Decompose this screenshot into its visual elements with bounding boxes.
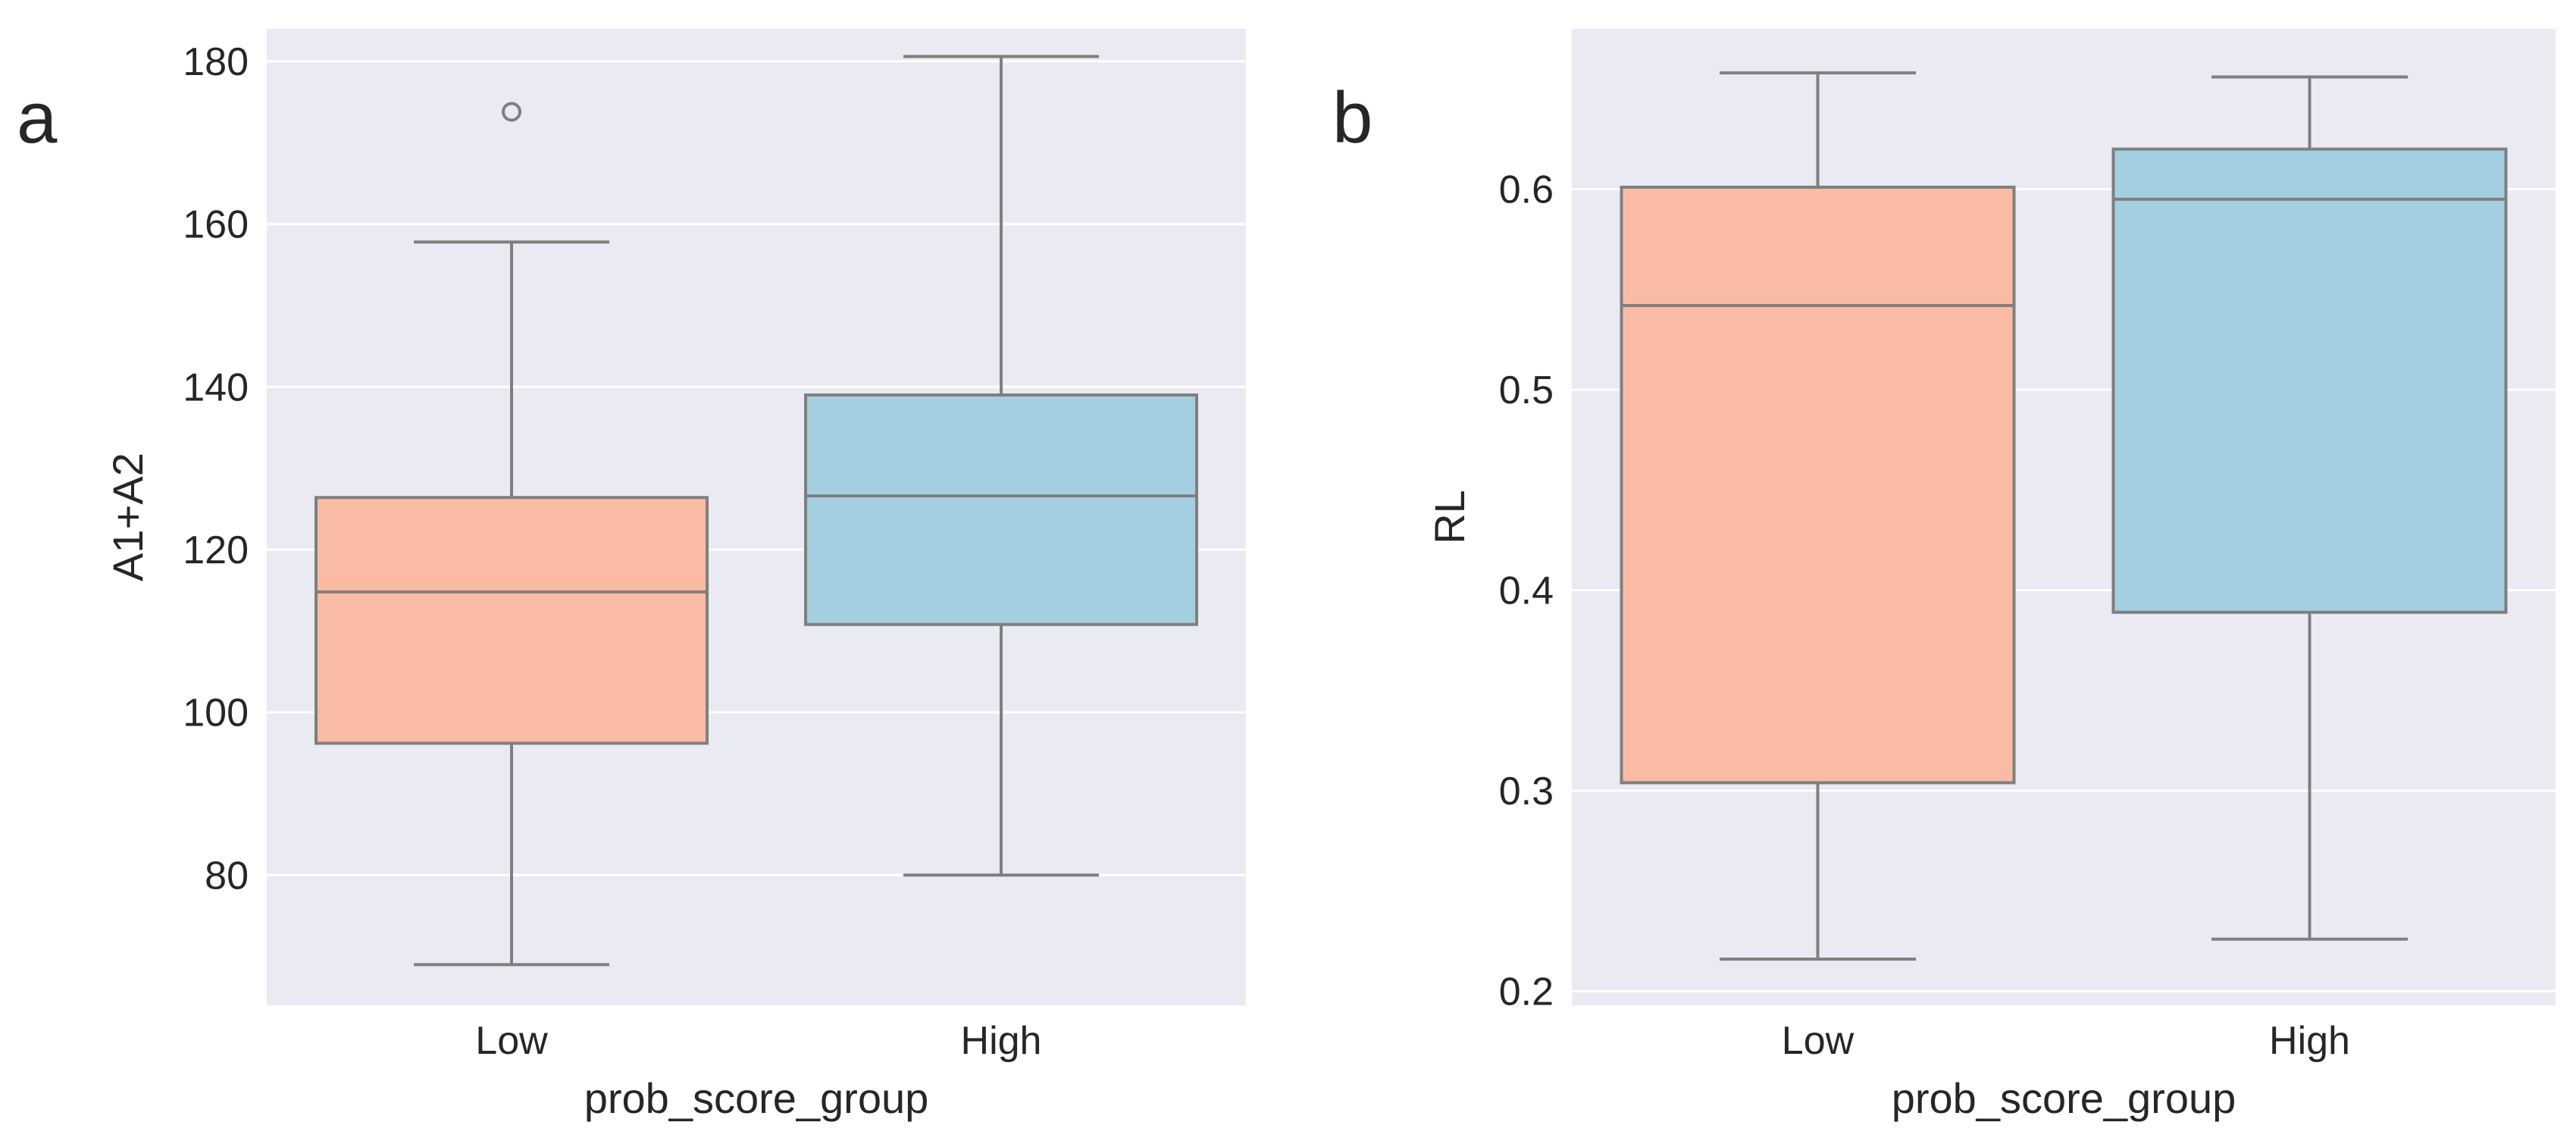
y-tick-label: 0.5 (1499, 368, 1554, 412)
y-tick-label: 120 (183, 528, 249, 572)
y-axis-label-b: RL (1426, 490, 1473, 544)
y-tick-label: 80 (205, 854, 249, 898)
y-tick-label: 160 (183, 203, 249, 247)
panel-a: a 80 100 120 140 160 180 Low High prob_score_g… (17, 29, 1246, 1122)
box-iqr (2111, 147, 2508, 614)
y-tick-label: 0.6 (1499, 168, 1554, 212)
box-high (2111, 75, 2508, 941)
x-tick-label-low: Low (1782, 1019, 1855, 1063)
box-high (804, 55, 1198, 877)
y-tick-label: 0.2 (1499, 970, 1554, 1014)
box-iqr (804, 393, 1198, 626)
y-tick-label: 100 (183, 691, 249, 735)
boxes-a (315, 55, 1198, 967)
panel-b: b 0.2 0.3 0.4 0.5 0.6 Low High prob_score_gro… (1332, 29, 2556, 1122)
box-iqr (1620, 185, 2016, 785)
y-tick-labels-b: 0.2 0.3 0.4 0.5 0.6 (1499, 168, 1554, 1014)
x-tick-labels-a: Low High (475, 1019, 1041, 1063)
box-low (1620, 71, 2016, 961)
y-tick-label: 0.3 (1499, 770, 1554, 813)
y-tick-label: 0.4 (1499, 569, 1554, 613)
outlier-point (502, 102, 521, 122)
x-tick-labels-b: Low High (1782, 1019, 2350, 1063)
x-axis-label-b: prob_score_group (1892, 1074, 2236, 1122)
panel-letter-b: b (1332, 77, 1373, 158)
panel-letter-a: a (17, 77, 58, 158)
x-tick-label-low: Low (475, 1019, 548, 1063)
boxes-b (1620, 71, 2508, 961)
y-tick-label: 180 (183, 40, 249, 84)
y-axis-label-a: A1+A2 (104, 453, 152, 581)
box-iqr (315, 496, 709, 745)
y-tick-label: 140 (183, 365, 249, 409)
y-tick-labels-a: 80 100 120 140 160 180 (183, 40, 249, 898)
x-axis-label-a: prob_score_group (584, 1074, 929, 1122)
x-tick-label-high: High (2269, 1019, 2350, 1063)
x-tick-label-high: High (961, 1019, 1042, 1063)
box-low (315, 102, 709, 967)
